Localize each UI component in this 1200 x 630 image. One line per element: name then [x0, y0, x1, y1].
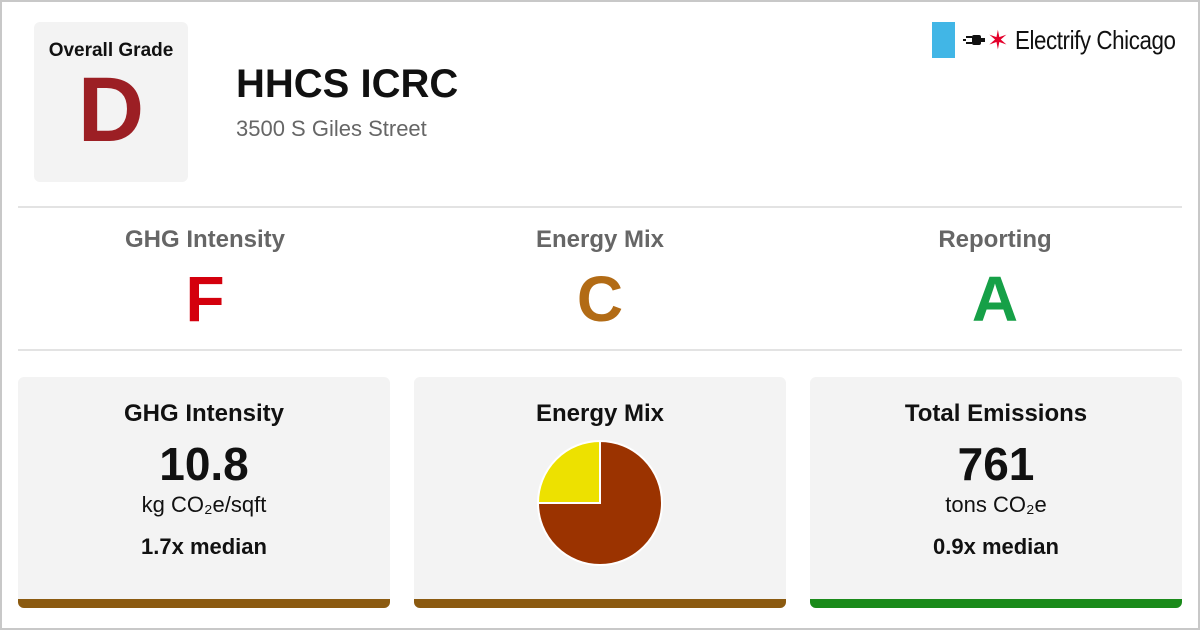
divider-top: [18, 206, 1182, 208]
electrify-chicago-logo[interactable]: ✶ Electrify Chicago: [932, 22, 1200, 58]
chicago-star-icon: ✶: [987, 25, 1009, 55]
card-accent-bar: [810, 599, 1182, 608]
card-title: Total Emissions: [904, 400, 1088, 427]
grade-label: Energy Mix: [535, 226, 665, 253]
grade-letter: A: [971, 263, 1019, 335]
energy-mix-pie-chart: [535, 438, 665, 568]
pie-svg: [536, 439, 663, 566]
card-title: Energy Mix: [535, 400, 665, 427]
overall-grade-box: Overall Grade D: [34, 22, 188, 182]
grade-ghg-intensity: GHG Intensity F: [35, 226, 375, 334]
ghg-intensity-card: GHG Intensity 10.8 kg CO₂e/sqft 1.7x med…: [18, 377, 390, 608]
logo-text: Electrify Chicago: [1014, 24, 1176, 55]
total-emissions-card: Total Emissions 761 tons CO₂e 0.9x media…: [810, 377, 1182, 608]
card-accent-bar: [18, 599, 390, 608]
grade-letter: C: [576, 263, 624, 335]
card-title: GHG Intensity: [123, 400, 285, 427]
card-unit: tons CO₂e: [945, 492, 1047, 517]
overall-grade-label: Overall Grade: [48, 40, 174, 61]
card-value: 761: [957, 438, 1035, 490]
grade-label: GHG Intensity: [124, 226, 286, 253]
flag-stripe-icon: [932, 22, 955, 58]
overall-grade-letter: D: [77, 59, 145, 161]
divider-middle: [18, 349, 1182, 351]
card-value: 10.8: [159, 438, 249, 490]
card-median: 1.7x median: [141, 534, 267, 559]
grade-energy-mix: Energy Mix C: [430, 226, 770, 334]
pie-slice-1: [536, 439, 601, 504]
grade-label: Reporting: [938, 226, 1052, 253]
card-accent-bar: [414, 599, 786, 608]
card-median: 0.9x median: [933, 534, 1059, 559]
energy-mix-card: Energy Mix: [414, 377, 786, 608]
card-unit: kg CO₂e/sqft: [141, 492, 267, 517]
building-name: HHCS ICRC: [236, 62, 459, 106]
building-address: 3500 S Giles Street: [236, 116, 427, 141]
grade-reporting: Reporting A: [825, 226, 1165, 334]
plug-icon: [963, 35, 985, 45]
grade-letter: F: [185, 263, 225, 335]
